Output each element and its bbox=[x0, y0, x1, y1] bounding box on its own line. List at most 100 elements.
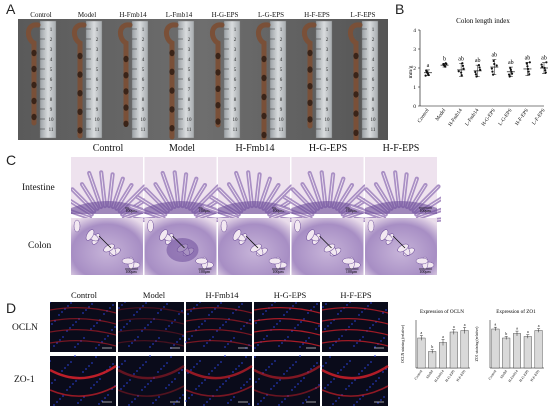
crypt bbox=[250, 243, 262, 253]
nucleus bbox=[64, 367, 66, 369]
nucleus bbox=[126, 382, 128, 384]
nucleus bbox=[196, 304, 198, 306]
nucleus bbox=[149, 355, 151, 357]
he-tile: 100μm bbox=[144, 218, 217, 275]
nucleus bbox=[281, 342, 283, 344]
nucleus bbox=[337, 313, 339, 315]
nucleus bbox=[208, 314, 210, 316]
ocln-signal bbox=[321, 340, 389, 347]
nucleus bbox=[185, 400, 187, 402]
ruler-number: 8 bbox=[96, 98, 99, 103]
zo1-signal bbox=[117, 364, 185, 380]
d-significance-letter: b bbox=[505, 331, 507, 336]
b-ytick-label: 3 bbox=[413, 47, 416, 53]
nucleus bbox=[367, 305, 369, 307]
nucleus bbox=[196, 363, 198, 365]
d-tiles bbox=[50, 302, 389, 406]
ruler-number: 3 bbox=[326, 48, 329, 53]
b-data-point bbox=[474, 73, 478, 76]
d-chart-ylabel: ZO1 staining (relative) bbox=[475, 326, 479, 362]
colon-specimen bbox=[302, 22, 317, 129]
ruler-number: 10 bbox=[279, 118, 285, 123]
colon-specimen bbox=[210, 22, 225, 128]
nucleus bbox=[338, 338, 340, 340]
nucleus bbox=[279, 320, 281, 322]
nucleus bbox=[276, 323, 278, 325]
if-tile bbox=[117, 302, 185, 352]
fecal-pellet bbox=[353, 110, 359, 117]
nucleus bbox=[165, 387, 167, 389]
nucleus bbox=[262, 313, 264, 315]
d-row-ocln: OCLN bbox=[12, 323, 38, 333]
nucleus bbox=[88, 306, 90, 308]
nucleus bbox=[58, 314, 60, 316]
ocln-signal bbox=[321, 318, 389, 325]
nucleus bbox=[163, 306, 165, 308]
ruler-number: 8 bbox=[234, 98, 237, 103]
fecal-pellet bbox=[77, 108, 83, 116]
ruler-number: 2 bbox=[188, 38, 191, 43]
nucleus bbox=[187, 313, 189, 315]
nucleus bbox=[385, 309, 387, 311]
nucleus bbox=[103, 313, 105, 315]
ruler-number: 5 bbox=[142, 68, 145, 73]
nucleus bbox=[315, 387, 317, 389]
crypt bbox=[147, 219, 154, 233]
if-tile bbox=[321, 355, 389, 406]
colon-specimen bbox=[348, 22, 363, 142]
he-tile: 100μm bbox=[291, 218, 364, 275]
b-data-point bbox=[495, 64, 498, 67]
nucleus bbox=[289, 367, 291, 369]
d-significance-letter: a bbox=[442, 334, 444, 339]
fecal-pellet bbox=[77, 127, 83, 134]
nucleus bbox=[88, 365, 90, 367]
nucleus bbox=[50, 302, 51, 303]
b-data-point bbox=[545, 61, 548, 64]
nucleus bbox=[136, 370, 138, 372]
d-col-3: H-G-EPS bbox=[273, 290, 307, 300]
nucleus bbox=[80, 399, 82, 401]
nucleus bbox=[340, 369, 342, 371]
nucleus bbox=[255, 381, 257, 383]
nucleus bbox=[153, 318, 155, 320]
ruler-number: 1 bbox=[372, 28, 375, 33]
scale-bar-label: 100μm bbox=[199, 208, 211, 213]
nucleus bbox=[220, 361, 222, 363]
fecal-pellet bbox=[353, 52, 359, 60]
nucleus bbox=[212, 336, 214, 338]
nucleus bbox=[144, 327, 146, 329]
nucleus bbox=[66, 330, 68, 332]
d-bar bbox=[502, 337, 511, 369]
d-col-0: Control bbox=[71, 290, 97, 300]
nucleus bbox=[56, 401, 58, 403]
fecal-pellet bbox=[353, 91, 359, 98]
annotation-arrow bbox=[172, 235, 185, 249]
b-data-point bbox=[478, 66, 481, 69]
b-significance-letter: b bbox=[443, 56, 446, 62]
nucleus bbox=[295, 361, 297, 363]
nucleus bbox=[245, 356, 247, 358]
d-col-2: H-Fmb14 bbox=[205, 290, 239, 300]
nucleus bbox=[241, 362, 243, 364]
nucleus bbox=[243, 325, 245, 327]
nucleus bbox=[193, 366, 195, 368]
he-tile: 100μm bbox=[218, 218, 290, 275]
nucleus bbox=[217, 364, 219, 366]
ruler-number: 6 bbox=[372, 78, 375, 83]
nucleus bbox=[165, 328, 167, 330]
nucleus bbox=[310, 368, 312, 370]
nucleus bbox=[265, 369, 267, 371]
ocln-signal bbox=[321, 307, 389, 314]
ruler-number: 2 bbox=[234, 38, 237, 43]
d-x-label: Control bbox=[488, 369, 498, 380]
ruler-number: 3 bbox=[188, 48, 191, 53]
fecal-pellet bbox=[123, 72, 129, 79]
ruler-number: 2 bbox=[372, 38, 375, 43]
ruler-number: 8 bbox=[188, 98, 191, 103]
nucleus bbox=[270, 388, 272, 390]
nucleus bbox=[118, 366, 120, 368]
ruler-number: 3 bbox=[96, 48, 99, 53]
nucleus bbox=[374, 346, 376, 348]
nucleus bbox=[283, 373, 285, 375]
muscularis bbox=[218, 201, 290, 214]
